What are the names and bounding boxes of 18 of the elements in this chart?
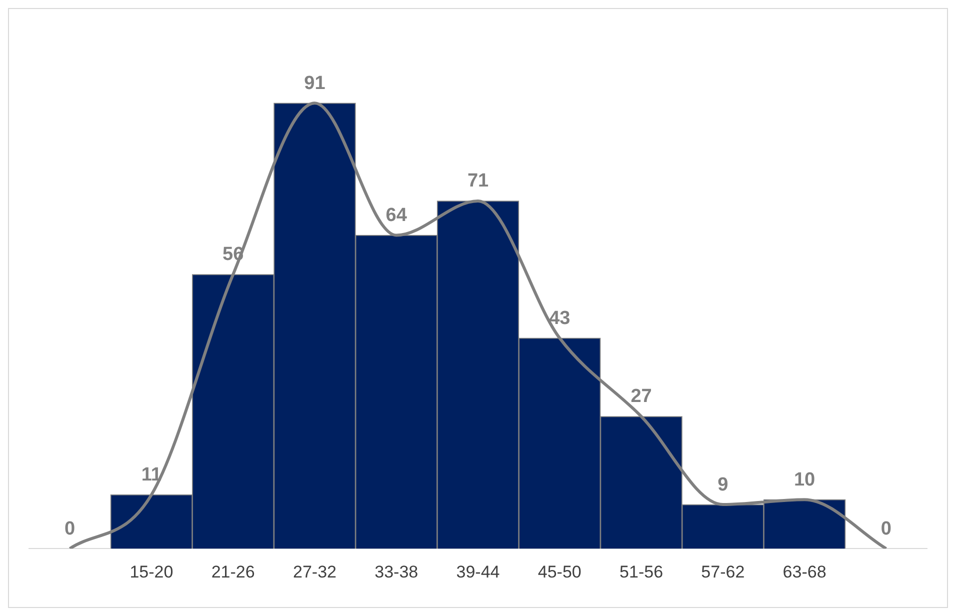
x-tick-label: 21-26 [211, 562, 255, 582]
x-tick-label: 39-44 [456, 562, 500, 582]
x-tick-label: 45-50 [538, 562, 582, 582]
data-label: 0 [64, 518, 76, 540]
data-label: 64 [386, 204, 408, 226]
data-label: 43 [549, 308, 570, 329]
data-label: 91 [304, 72, 326, 94]
x-tick-label: 63-68 [782, 562, 826, 582]
x-tick-label: 33-38 [374, 562, 418, 582]
x-tick-label: 57-62 [701, 562, 745, 582]
x-tick-label: 51-56 [620, 562, 664, 582]
x-tick-label: 27-32 [292, 562, 336, 582]
data-label: 0 [880, 518, 892, 540]
x-tick-label: 15-20 [130, 562, 174, 582]
data-label: 10 [794, 469, 816, 490]
data-label: 27 [630, 386, 652, 408]
data-label: 9 [718, 474, 728, 496]
data-label: 71 [467, 170, 489, 192]
